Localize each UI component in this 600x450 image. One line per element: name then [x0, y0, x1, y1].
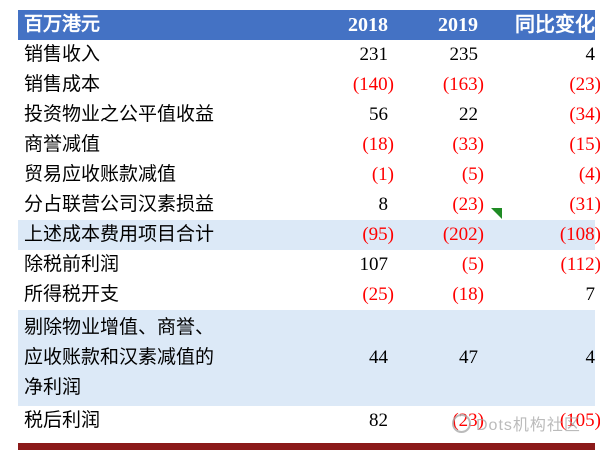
green-flag-icon [491, 208, 502, 219]
row-value: 107 [359, 254, 389, 275]
row-value: 82 [369, 410, 388, 431]
row-value: (95) [362, 224, 394, 245]
row-value: 4 [585, 347, 596, 368]
row-value: (5) [461, 164, 484, 185]
financial-table: 百万港元 2018 2019 同比变化 销售收入 231 235 4 销售成本 (140)… [18, 10, 600, 436]
row-value: (108) [559, 224, 600, 245]
row-value: (112) [560, 254, 600, 275]
table-header-row: 百万港元 2018 2019 同比变化 [18, 10, 595, 40]
row-value: 44 [369, 347, 388, 368]
row-value: (1) [371, 164, 394, 185]
row-value: 231 [359, 44, 389, 65]
row-label: 税后利润 [24, 410, 101, 431]
row-value: (163) [442, 74, 484, 95]
table-row: 分占联营公司汉素损益 8 (23) (31) [18, 190, 600, 220]
header-col-yoy: 同比变化 [515, 14, 595, 36]
row-label: 上述成本费用项目合计 [24, 224, 215, 245]
row-value: (18) [362, 134, 394, 155]
table-row: 上述成本费用项目合计 (95) (202) (108) [18, 208, 600, 250]
row-value: (18) [452, 284, 484, 305]
header-col-2018: 2018 [348, 14, 388, 36]
row-value: (34) [569, 104, 600, 125]
table-row: 商誉减值 (18) (33) (15) [18, 130, 600, 160]
table-body: 销售收入 231 235 4 销售成本 (140) (163) (23) 投资物业之公平值收益 5… [18, 40, 600, 436]
row-value: 8 [378, 194, 389, 215]
row-value: (23) [452, 410, 484, 431]
row-value: (23) [569, 74, 600, 95]
table-row: 销售收入 231 235 4 [18, 40, 595, 70]
row-value: 4 [585, 44, 596, 65]
row-value: (25) [362, 284, 394, 305]
row-label: 贸易应收账款减值 [24, 164, 177, 185]
table-row: 投资物业之公平值收益 56 22 (34) [18, 100, 600, 130]
row-label: 除税前利润 [24, 254, 120, 275]
row-value: (202) [388, 208, 502, 250]
footer-accent-bar [18, 443, 595, 450]
row-value: 47 [459, 347, 478, 368]
table-row: 贸易应收账款减值 (1) (5) (4) [18, 160, 600, 190]
row-value: 235 [449, 44, 479, 65]
table-row: 除税前利润 107 (5) (112) [18, 250, 600, 280]
row-value: (140) [352, 74, 394, 95]
row-label: 投资物业之公平值收益 [24, 104, 215, 125]
row-value: (23) [452, 194, 484, 215]
row-value: (5) [461, 254, 484, 275]
table-row: 所得税开支 (25) (18) 7 [18, 280, 595, 310]
row-value: 7 [585, 284, 596, 305]
row-label: 销售成本 [24, 74, 101, 95]
table-row: 剔除物业增值、商誉、 应收账款和汉素减值的 净利润 44 47 4 [18, 310, 595, 406]
row-label: 所得税开支 [24, 284, 120, 305]
row-label: 商誉减值 [24, 134, 101, 155]
row-value: (33) [452, 134, 484, 155]
row-value: (105) [559, 410, 600, 431]
row-value: (15) [569, 134, 600, 155]
table-row: 销售成本 (140) (163) (23) [18, 70, 600, 100]
header-unit-label: 百万港元 [24, 14, 101, 35]
row-value: 22 [459, 104, 478, 125]
row-value: 56 [369, 104, 388, 125]
row-label: 分占联营公司汉素损益 [24, 194, 215, 215]
row-value: (4) [578, 164, 600, 185]
row-value: (31) [569, 194, 600, 215]
row-label: 剔除物业增值、商誉、 应收账款和汉素减值的 净利润 [24, 317, 215, 398]
table-row: 税后利润 82 (23) (105) [18, 406, 600, 436]
header-col-2019: 2019 [438, 14, 478, 36]
row-label: 销售收入 [24, 44, 101, 65]
